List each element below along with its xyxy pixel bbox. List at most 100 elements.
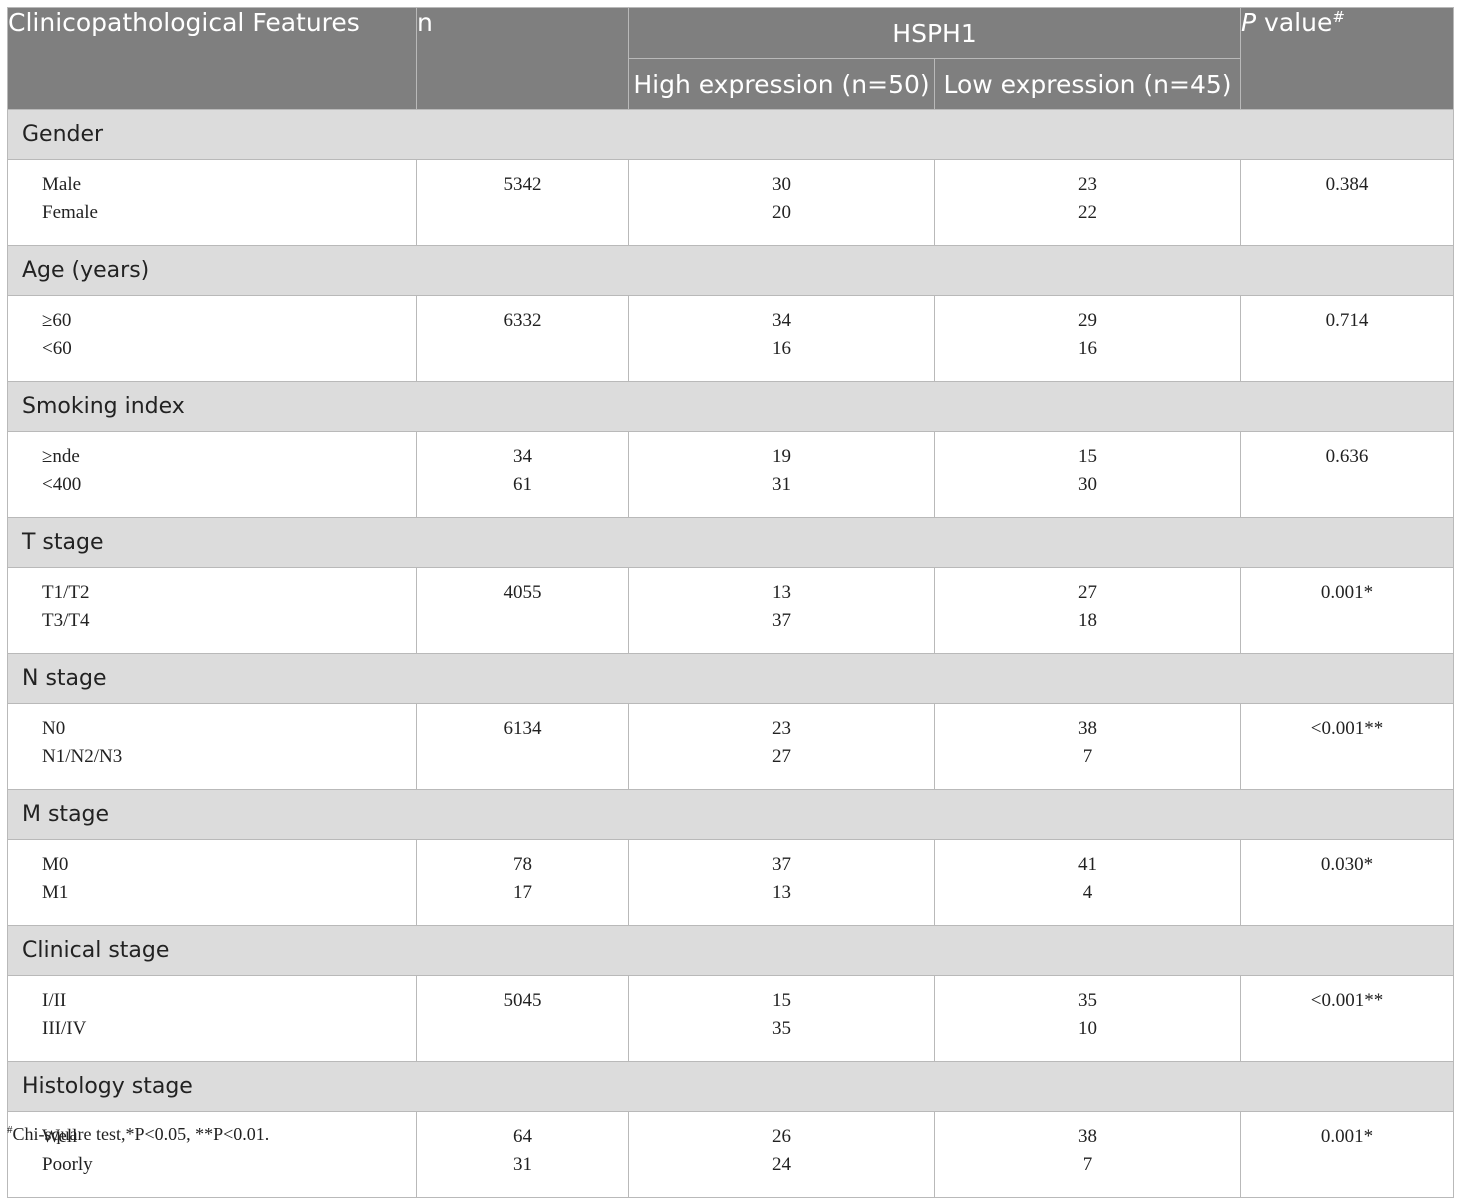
row-labels-cell: N0 N1/N2/N3: [7, 703, 417, 790]
low-expression-cell: 38 7: [933, 703, 1242, 790]
cell-line: Well: [42, 1126, 78, 1147]
cell-line: 35: [772, 1018, 791, 1039]
footnote: #Chi-square test,*P<0.05, **P<0.01.: [7, 1124, 269, 1145]
p-value-cell: <0.001**: [1240, 975, 1455, 1062]
high-expression-cell: 15 35: [628, 975, 935, 1062]
n-cell: 78 17: [416, 839, 629, 926]
row-labels-cell: T1/T2 T3/T4: [7, 567, 417, 654]
header-p-value: P value#: [1240, 7, 1455, 110]
cell-line: T3/T4: [42, 610, 90, 631]
cell-line: 29: [1078, 310, 1097, 331]
footnote-text: Chi-square test,*P<0.05, **P<0.01.: [12, 1124, 270, 1144]
cell-line: 5045: [503, 990, 542, 1011]
cell-line: 15: [1078, 446, 1097, 467]
cell-line: 7: [1082, 746, 1093, 767]
cell-line: 4055: [503, 582, 542, 603]
high-expression-cell: 30 20: [628, 159, 935, 246]
table-row: N0 N1/N2/N3 6134 23 27 38 7 <0.001**: [7, 703, 1455, 790]
category-label: N stage: [6, 653, 1455, 704]
cell-line: 20: [772, 202, 791, 223]
high-expression-cell: 19 31: [628, 431, 935, 518]
cell-line: I/II: [42, 990, 67, 1011]
cell-line: N1/N2/N3: [42, 746, 123, 767]
category-label: Clinical stage: [6, 925, 1455, 976]
high-expression-cell: 34 16: [628, 295, 935, 382]
cell-line: 37: [772, 610, 791, 631]
cell-line: Male: [42, 174, 82, 195]
cell-line: 41: [1078, 854, 1097, 875]
high-expression-cell: 23 27: [628, 703, 935, 790]
cell-line: 16: [772, 338, 791, 359]
p-value-cell: 0.001*: [1240, 567, 1455, 654]
cell-line: 17: [513, 882, 532, 903]
n-cell: 4055: [416, 567, 629, 654]
high-expression-cell: 37 13: [628, 839, 935, 926]
row-labels-cell: I/II III/IV: [7, 975, 417, 1062]
low-expression-cell: 23 22: [933, 159, 1242, 246]
cell-line: 30: [772, 174, 791, 195]
cell-line: 19: [772, 446, 791, 467]
cell-line: 13: [772, 582, 791, 603]
cell-line: 6134: [503, 718, 542, 739]
cell-line: 38: [1078, 1126, 1097, 1147]
category-row: N stage: [6, 653, 1455, 704]
cell-line: N0: [42, 718, 66, 739]
category-label: T stage: [6, 517, 1455, 568]
p-value-cell: 0.714: [1240, 295, 1455, 382]
header-p-text: value: [1256, 8, 1333, 37]
category-label: M stage: [6, 789, 1455, 840]
row-labels-cell: ≥nde <400: [7, 431, 417, 518]
row-labels-cell: ≥60 <60: [7, 295, 417, 382]
cell-line: 31: [513, 1154, 532, 1175]
header-p-sup: #: [1332, 8, 1345, 26]
cell-line: 35: [1078, 990, 1097, 1011]
n-cell: 5342: [416, 159, 629, 246]
cell-line: 7: [1082, 1154, 1093, 1175]
cell-line: 27: [1078, 582, 1097, 603]
category-row: Age (years): [6, 245, 1455, 296]
cell-line: T1/T2: [42, 582, 90, 603]
cell-line: <400: [42, 474, 82, 495]
low-expression-cell: 35 10: [933, 975, 1242, 1062]
n-cell: 5045: [416, 975, 629, 1062]
cell-line: 15: [772, 990, 791, 1011]
category-row: Clinical stage: [6, 925, 1455, 976]
cell-line: 30: [1078, 474, 1097, 495]
cell-line: 6332: [503, 310, 542, 331]
category-label: Age (years): [6, 245, 1455, 296]
cell-line: 4: [1082, 882, 1093, 903]
p-value-cell: 0.384: [1240, 159, 1455, 246]
row-labels-cell: Male Female: [7, 159, 417, 246]
category-row: T stage: [6, 517, 1455, 568]
p-value-cell: 0.636: [1240, 431, 1455, 518]
header-features: Clinicopathological Features: [7, 7, 417, 110]
cell-line: 23: [772, 718, 791, 739]
cell-line: <60: [42, 338, 72, 359]
cell-line: M0: [42, 854, 69, 875]
cell-line: 22: [1078, 202, 1097, 223]
category-row: M stage: [6, 789, 1455, 840]
category-label: Gender: [6, 109, 1455, 160]
high-expression-cell: 13 37: [628, 567, 935, 654]
header-hsph1: HSPH1: [627, 7, 1242, 59]
header-n: n: [416, 7, 629, 110]
cell-line: 38: [1078, 718, 1097, 739]
n-cell: 34 61: [416, 431, 629, 518]
p-value-cell: <0.001**: [1240, 703, 1455, 790]
cell-line: 24: [772, 1154, 791, 1175]
low-expression-cell: 29 16: [933, 295, 1242, 382]
footnote-sup: #: [7, 1124, 13, 1136]
cell-line: 27: [772, 746, 791, 767]
category-row: Smoking index: [6, 381, 1455, 432]
n-cell: 6134: [416, 703, 629, 790]
n-cell: 6332: [416, 295, 629, 382]
cell-line: ≥nde: [42, 446, 80, 467]
cell-line: 13: [772, 882, 791, 903]
cell-line: 16: [1078, 338, 1097, 359]
cell-line: 10: [1078, 1018, 1097, 1039]
header-high-expression: High expression (n=50): [628, 58, 935, 110]
cell-line: 18: [1078, 610, 1097, 631]
low-expression-cell: 27 18: [933, 567, 1242, 654]
table-row: ≥60 <60 6332 34 16 29 16 0.714: [7, 295, 1455, 382]
cell-line: Female: [42, 202, 98, 223]
